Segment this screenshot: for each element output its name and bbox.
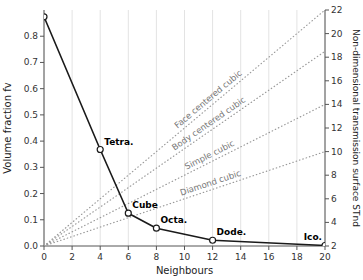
grid-line [156,10,157,246]
y2-tick [325,246,329,247]
line [44,17,325,246]
grid-line [240,10,241,246]
y-tick [40,62,44,63]
y2-tick-label: 18 [331,52,343,62]
y2-tick [325,10,329,11]
x-tick-label: 10 [179,252,191,262]
y-tick [40,114,44,115]
y-tick [40,36,44,37]
grid-line [184,10,185,246]
x-tick [268,246,269,250]
x-tick [156,246,157,250]
x-tick-label: 18 [291,252,303,262]
y-tick [40,193,44,194]
y2-tick [325,222,329,223]
grid-line [268,10,269,246]
y-axis-line [44,10,45,246]
marker [125,210,131,216]
marker [153,225,159,231]
y2-tick [325,104,329,105]
y2-tick [325,175,329,176]
labels: Diamond cubicSimple cubicBody centered c… [104,68,322,243]
x-tick-label: 14 [235,252,247,262]
x-tick [240,246,241,250]
y2-tick-label: 14 [331,99,343,109]
y2-tick [325,33,329,34]
y-tick-label: 0.7 [24,57,38,67]
y2-tick [325,128,329,129]
y2-tick-label: 12 [331,123,342,133]
y-tick [40,141,44,142]
grid-line [100,10,101,246]
x-tick [212,246,213,250]
grid-line [44,10,45,246]
y-tick [40,246,44,247]
y2-tick-label: 6 [331,194,337,204]
y-tick-label: 0.3 [24,162,38,172]
axes: 0 2 4 6 8 10 12 14 16 18 20 0.0 0.1 0.2 0.3 0.4 0.5 0.6 0.… [24,5,343,262]
y2-tick-label: 4 [331,217,337,227]
y-tick-label: 0.4 [24,136,39,146]
x-tick-label: 0 [41,252,47,262]
y-tick-label: 0.8 [24,31,39,41]
x-tick-label: 8 [154,252,160,262]
y2-tick-label: 2 [331,241,337,251]
marker [97,147,103,153]
grid-line [296,10,297,246]
y2-tick-label: 22 [331,5,342,15]
dotted-line [44,51,325,246]
x-tick [128,246,129,250]
x-tick [296,246,297,250]
marker [210,237,216,243]
grid [44,10,325,246]
x-tick-label: 6 [125,252,131,262]
x-tick [72,246,73,250]
y2-tick-label: 20 [331,29,343,39]
y2-tick-label: 8 [331,170,337,180]
dotted-line [44,104,325,246]
y-tick [40,88,44,89]
x-tick-label: 2 [69,252,75,262]
y2-tick [325,151,329,152]
marker [44,14,47,20]
line-label: Simple cubic [183,138,236,171]
y-tick [40,219,44,220]
y-tick-label: 0.6 [24,84,39,94]
line-label: Diamond cubic [179,168,243,198]
point-label: Tetra. [104,137,133,147]
line-label: Face centered cubic [172,68,244,130]
x-tick-label: 4 [97,252,103,262]
y-tick-label: 0.0 [24,241,39,251]
chart: 0 2 4 6 8 10 12 14 16 18 20 0.0 0.1 0.2 0.3 0.4 0.5 0.6 0.… [0,0,363,280]
y2-tick [325,57,329,58]
grid-line [212,10,213,246]
x-tick-label: 16 [263,252,275,262]
plot-area [44,10,325,246]
y2-tick [325,80,329,81]
y-tick-label: 0.1 [24,215,38,225]
y-tick [40,167,44,168]
x-tick-label: 20 [319,252,331,262]
y-axis-title: Volume fraction fv [2,82,13,173]
x-tick [184,246,185,250]
x-tick [325,246,326,250]
marker [322,242,325,246]
y2-axis-title: Non-dimensional transmission surface STn… [351,29,361,227]
x-tick-label: 12 [207,252,218,262]
x-tick [100,246,101,250]
y-tick-label: 0.5 [24,110,38,120]
y-tick-label: 0.2 [24,189,38,199]
y2-tick-label: 10 [331,147,343,157]
x-tick [44,246,45,250]
y2-tick-label: 16 [331,76,343,86]
point-label: Dode. [217,227,247,237]
point-label: Cube [132,200,158,210]
dotted-line [44,10,325,246]
y2-tick [325,198,329,199]
grid-line [72,10,73,246]
x-axis-title: Neighbours [156,265,213,276]
point-label: Octa. [160,215,187,225]
point-label: Ico. [304,232,322,242]
